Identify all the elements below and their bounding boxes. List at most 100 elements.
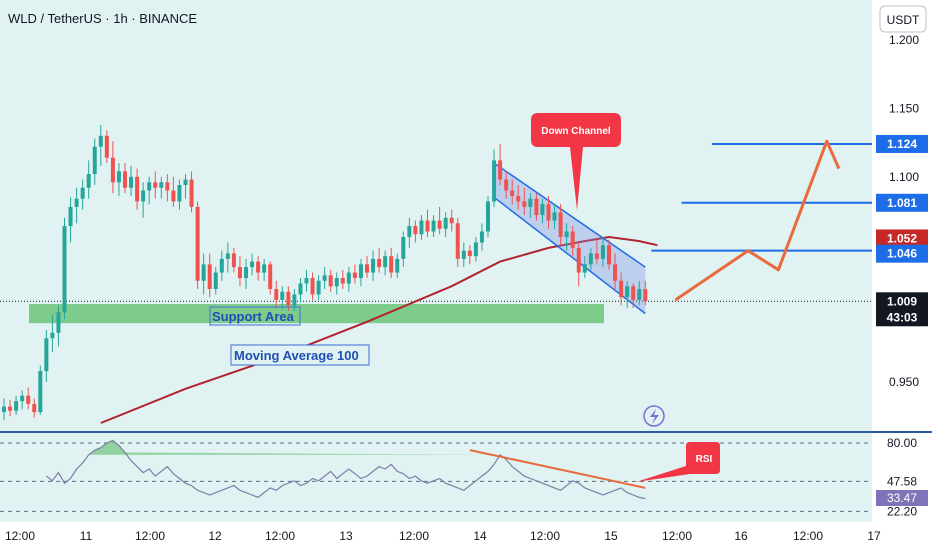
moving-average-label: Moving Average 100: [234, 348, 359, 363]
candle: [171, 176, 176, 207]
rsi-current-label: 33.47: [887, 491, 917, 505]
rsi-overbought-fill: [88, 440, 501, 455]
candle: [189, 171, 194, 213]
candle: [461, 242, 466, 268]
candle-body: [558, 212, 563, 237]
candle: [177, 179, 182, 210]
price-axis-label-box: [876, 308, 928, 327]
candle-body: [540, 204, 545, 216]
candle-body: [104, 135, 109, 158]
candle-body: [607, 245, 611, 265]
candle-body: [26, 395, 31, 404]
candle: [358, 258, 363, 287]
candle: [570, 226, 575, 257]
rsi-layer: [0, 439, 872, 512]
rsi-tick-label: 47.58: [887, 474, 917, 488]
candle-body: [334, 278, 339, 287]
candle: [304, 269, 309, 292]
candle-body: [316, 280, 321, 295]
candle-body: [38, 371, 43, 413]
candle-body: [492, 160, 497, 202]
candle-body: [310, 278, 315, 295]
candle-body: [504, 179, 509, 191]
candle: [225, 242, 230, 273]
candle-body: [171, 190, 176, 202]
candle-body: [2, 406, 6, 413]
candle-body: [32, 403, 37, 413]
candle: [492, 149, 497, 207]
candle-body: [177, 185, 182, 202]
candle: [637, 280, 642, 306]
candle-body: [153, 182, 158, 188]
candle-body: [183, 179, 188, 186]
candle-body: [165, 182, 170, 191]
candle-body: [56, 312, 61, 333]
candle: [588, 247, 593, 270]
candle-body: [389, 256, 394, 273]
candle-body: [141, 190, 146, 202]
candle: [383, 250, 388, 276]
candle: [437, 206, 442, 235]
candle-body: [395, 258, 400, 273]
down-channel-label: Down Channel: [541, 126, 611, 137]
candle: [68, 197, 73, 243]
candle-body: [14, 401, 19, 411]
candle-body: [637, 288, 642, 300]
candle: [449, 209, 454, 232]
candle-body: [225, 253, 230, 259]
candle: [594, 239, 599, 265]
price-axis-label: 1.052: [887, 231, 917, 245]
time-tick-label: 12:00: [5, 529, 35, 543]
candle: [86, 160, 91, 199]
lightning-icon[interactable]: [643, 405, 665, 427]
candle: [510, 179, 515, 205]
candle: [123, 163, 127, 194]
candle: [498, 143, 503, 186]
candle: [56, 305, 61, 347]
candle: [540, 198, 545, 224]
candle: [552, 204, 557, 229]
candle-body: [407, 226, 412, 237]
lightning-icon-glyph: [650, 409, 659, 424]
currency-button[interactable]: [879, 5, 927, 33]
axis-layer: 1.2001.1501.1001.0501.0000.9501.1241.081…: [5, 33, 928, 543]
candle: [104, 130, 109, 164]
currency-label: USDT: [887, 13, 920, 27]
time-tick-label: 12:00: [530, 529, 560, 543]
time-tick-label: 17: [867, 529, 881, 543]
candle-body: [50, 332, 55, 339]
candle: [165, 174, 170, 202]
candle-body: [219, 258, 224, 273]
candle: [413, 220, 418, 243]
support-layer: [0, 300, 872, 324]
candle-body: [365, 264, 369, 273]
candle-body: [292, 294, 297, 306]
candle: [425, 209, 430, 237]
candle-body: [74, 198, 79, 207]
candle-body: [546, 204, 551, 221]
candle: [2, 398, 6, 421]
candle-body: [207, 264, 212, 289]
candle: [431, 215, 436, 237]
candle: [219, 250, 224, 281]
candle-body: [516, 195, 521, 202]
candle: [576, 242, 581, 287]
price-tick-label: 1.200: [889, 33, 919, 47]
candle-body: [455, 223, 460, 259]
candle-body: [371, 258, 376, 273]
time-tick-label: 14: [473, 529, 487, 543]
price-axis-label: 1.081: [887, 196, 917, 210]
price-tick-label: 0.950: [889, 375, 919, 389]
candle: [153, 171, 158, 199]
candle-body: [425, 220, 430, 232]
time-tick-label: 12:00: [793, 529, 823, 543]
candle-body: [44, 338, 49, 372]
candle: [625, 280, 630, 309]
time-axis-panel: [0, 522, 932, 550]
rsi-tick-label: 80.00: [887, 436, 917, 450]
candle: [582, 256, 587, 279]
candle: [522, 187, 527, 216]
candle-body: [92, 146, 97, 175]
candle-body: [588, 253, 593, 265]
